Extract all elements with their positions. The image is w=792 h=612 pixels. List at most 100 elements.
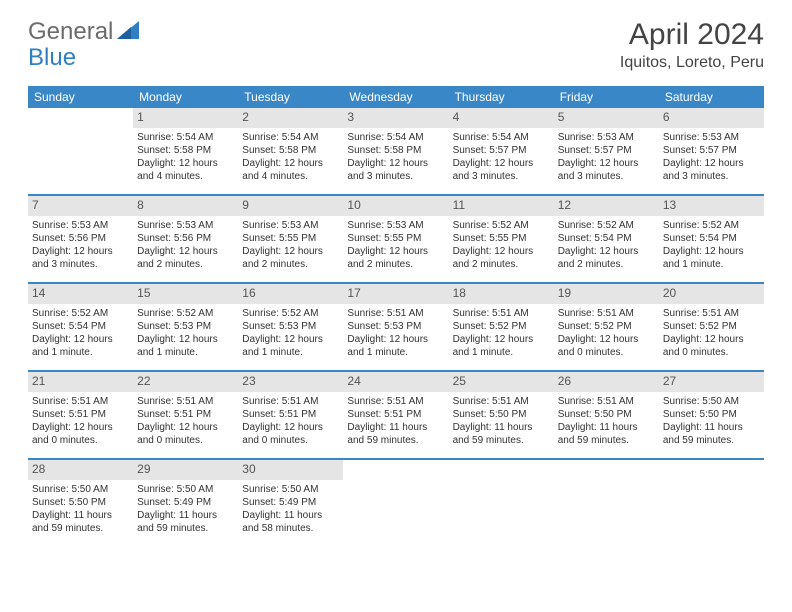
day-cell: 8Sunrise: 5:53 AMSunset: 5:56 PMDaylight…: [133, 196, 238, 282]
sunrise-text: Sunrise: 5:51 AM: [558, 307, 655, 320]
sunrise-text: Sunrise: 5:53 AM: [663, 131, 760, 144]
daylight-text: Daylight: 11 hours and 59 minutes.: [453, 421, 550, 447]
day-number: 18: [449, 284, 554, 304]
day-number: 28: [28, 460, 133, 480]
day-body: Sunrise: 5:53 AMSunset: 5:55 PMDaylight:…: [343, 216, 448, 275]
day-number: 4: [449, 108, 554, 128]
daylight-text: Daylight: 12 hours and 2 minutes.: [137, 245, 234, 271]
day-cell: [449, 460, 554, 546]
day-cell: 5Sunrise: 5:53 AMSunset: 5:57 PMDaylight…: [554, 108, 659, 194]
day-number: 17: [343, 284, 448, 304]
sunrise-text: Sunrise: 5:52 AM: [558, 219, 655, 232]
daylight-text: Daylight: 12 hours and 1 minute.: [663, 245, 760, 271]
day-body: Sunrise: 5:51 AMSunset: 5:51 PMDaylight:…: [238, 392, 343, 451]
day-number: 13: [659, 196, 764, 216]
sunset-text: Sunset: 5:58 PM: [347, 144, 444, 157]
sunrise-text: Sunrise: 5:52 AM: [242, 307, 339, 320]
day-number: 20: [659, 284, 764, 304]
sunset-text: Sunset: 5:54 PM: [663, 232, 760, 245]
sunset-text: Sunset: 5:50 PM: [453, 408, 550, 421]
sunrise-text: Sunrise: 5:51 AM: [347, 395, 444, 408]
daylight-text: Daylight: 12 hours and 3 minutes.: [347, 157, 444, 183]
sunrise-text: Sunrise: 5:52 AM: [137, 307, 234, 320]
day-body: Sunrise: 5:50 AMSunset: 5:50 PMDaylight:…: [28, 480, 133, 539]
sunset-text: Sunset: 5:52 PM: [453, 320, 550, 333]
dayhead-thu: Thursday: [449, 86, 554, 108]
daylight-text: Daylight: 12 hours and 4 minutes.: [137, 157, 234, 183]
sunrise-text: Sunrise: 5:52 AM: [453, 219, 550, 232]
location: Iquitos, Loreto, Peru: [620, 54, 764, 72]
day-number: 8: [133, 196, 238, 216]
sunset-text: Sunset: 5:55 PM: [347, 232, 444, 245]
page-header: General April 2024 Iquitos, Loreto, Peru: [28, 18, 764, 72]
day-header-row: Sunday Monday Tuesday Wednesday Thursday…: [28, 86, 764, 108]
sunset-text: Sunset: 5:51 PM: [32, 408, 129, 421]
daylight-text: Daylight: 12 hours and 0 minutes.: [558, 333, 655, 359]
sunrise-text: Sunrise: 5:51 AM: [137, 395, 234, 408]
day-cell: 18 Sunrise: 5:51 AMSunset: 5:52 PMDayligh…: [449, 284, 554, 370]
day-number: 19: [554, 284, 659, 304]
day-number: 3: [343, 108, 448, 128]
sunrise-text: Sunrise: 5:51 AM: [453, 307, 550, 320]
day-number: 6: [659, 108, 764, 128]
daylight-text: Daylight: 11 hours and 59 minutes.: [558, 421, 655, 447]
daylight-text: Daylight: 11 hours and 58 minutes.: [242, 509, 339, 535]
day-number: 12: [554, 196, 659, 216]
logo-line2: Blue: [28, 44, 76, 72]
sunset-text: Sunset: 5:58 PM: [137, 144, 234, 157]
day-cell: 26Sunrise: 5:51 AMSunset: 5:50 PMDayligh…: [554, 372, 659, 458]
daylight-text: Daylight: 12 hours and 1 minute.: [453, 333, 550, 359]
daylight-text: Daylight: 12 hours and 0 minutes.: [663, 333, 760, 359]
daylight-text: Daylight: 12 hours and 0 minutes.: [32, 421, 129, 447]
day-body: Sunrise: 5:52 AMSunset: 5:54 PMDaylight:…: [28, 304, 133, 363]
daylight-text: Daylight: 12 hours and 3 minutes.: [32, 245, 129, 271]
sunrise-text: Sunrise: 5:54 AM: [242, 131, 339, 144]
day-cell: [343, 460, 448, 546]
day-body: Sunrise: 5:52 AMSunset: 5:53 PMDaylight:…: [238, 304, 343, 363]
day-number: 30: [238, 460, 343, 480]
day-body: Sunrise: 5:51 AMSunset: 5:51 PMDaylight:…: [28, 392, 133, 451]
sunrise-text: Sunrise: 5:54 AM: [453, 131, 550, 144]
day-body: Sunrise: 5:52 AMSunset: 5:55 PMDaylight:…: [449, 216, 554, 275]
day-cell: 7Sunrise: 5:53 AMSunset: 5:56 PMDaylight…: [28, 196, 133, 282]
day-number: 9: [238, 196, 343, 216]
day-body: Sunrise: 5:50 AMSunset: 5:49 PMDaylight:…: [133, 480, 238, 539]
day-cell: 9Sunrise: 5:53 AMSunset: 5:55 PMDaylight…: [238, 196, 343, 282]
week-row: 7Sunrise: 5:53 AMSunset: 5:56 PMDaylight…: [28, 194, 764, 282]
day-body: Sunrise: 5:51 AMSunset: 5:50 PMDaylight:…: [554, 392, 659, 451]
sunset-text: Sunset: 5:51 PM: [242, 408, 339, 421]
day-cell: 2Sunrise: 5:54 AMSunset: 5:58 PMDaylight…: [238, 108, 343, 194]
day-number: 16: [238, 284, 343, 304]
sunset-text: Sunset: 5:49 PM: [137, 496, 234, 509]
title-block: April 2024 Iquitos, Loreto, Peru: [620, 18, 764, 72]
day-cell: 16Sunrise: 5:52 AMSunset: 5:53 PMDayligh…: [238, 284, 343, 370]
day-body: Sunrise: 5:50 AMSunset: 5:49 PMDaylight:…: [238, 480, 343, 539]
day-body: Sunrise: 5:51 AMSunset: 5:52 PMDaylight:…: [659, 304, 764, 363]
day-body: Sunrise: 5:52 AMSunset: 5:53 PMDaylight:…: [133, 304, 238, 363]
day-body: Sunrise: 5:50 AMSunset: 5:50 PMDaylight:…: [659, 392, 764, 451]
day-number: 24: [343, 372, 448, 392]
daylight-text: Daylight: 12 hours and 1 minute.: [137, 333, 234, 359]
dayhead-mon: Monday: [133, 86, 238, 108]
day-cell: 14Sunrise: 5:52 AMSunset: 5:54 PMDayligh…: [28, 284, 133, 370]
logo-text-2: Blue: [28, 44, 76, 71]
sunset-text: Sunset: 5:50 PM: [32, 496, 129, 509]
weeks-container: 1Sunrise: 5:54 AMSunset: 5:58 PMDaylight…: [28, 108, 764, 546]
dayhead-tue: Tuesday: [238, 86, 343, 108]
daylight-text: Daylight: 12 hours and 2 minutes.: [558, 245, 655, 271]
daylight-text: Daylight: 12 hours and 2 minutes.: [347, 245, 444, 271]
day-cell: [28, 108, 133, 194]
sunrise-text: Sunrise: 5:51 AM: [558, 395, 655, 408]
sunrise-text: Sunrise: 5:53 AM: [558, 131, 655, 144]
sunset-text: Sunset: 5:55 PM: [242, 232, 339, 245]
calendar: Sunday Monday Tuesday Wednesday Thursday…: [28, 86, 764, 546]
sunrise-text: Sunrise: 5:51 AM: [453, 395, 550, 408]
sunrise-text: Sunrise: 5:54 AM: [347, 131, 444, 144]
day-cell: 27Sunrise: 5:50 AMSunset: 5:50 PMDayligh…: [659, 372, 764, 458]
daylight-text: Daylight: 11 hours and 59 minutes.: [347, 421, 444, 447]
month-title: April 2024: [620, 18, 764, 52]
day-body: Sunrise: 5:53 AMSunset: 5:57 PMDaylight:…: [659, 128, 764, 187]
day-number: 26: [554, 372, 659, 392]
daylight-text: Daylight: 12 hours and 1 minute.: [347, 333, 444, 359]
daylight-text: Daylight: 12 hours and 4 minutes.: [242, 157, 339, 183]
